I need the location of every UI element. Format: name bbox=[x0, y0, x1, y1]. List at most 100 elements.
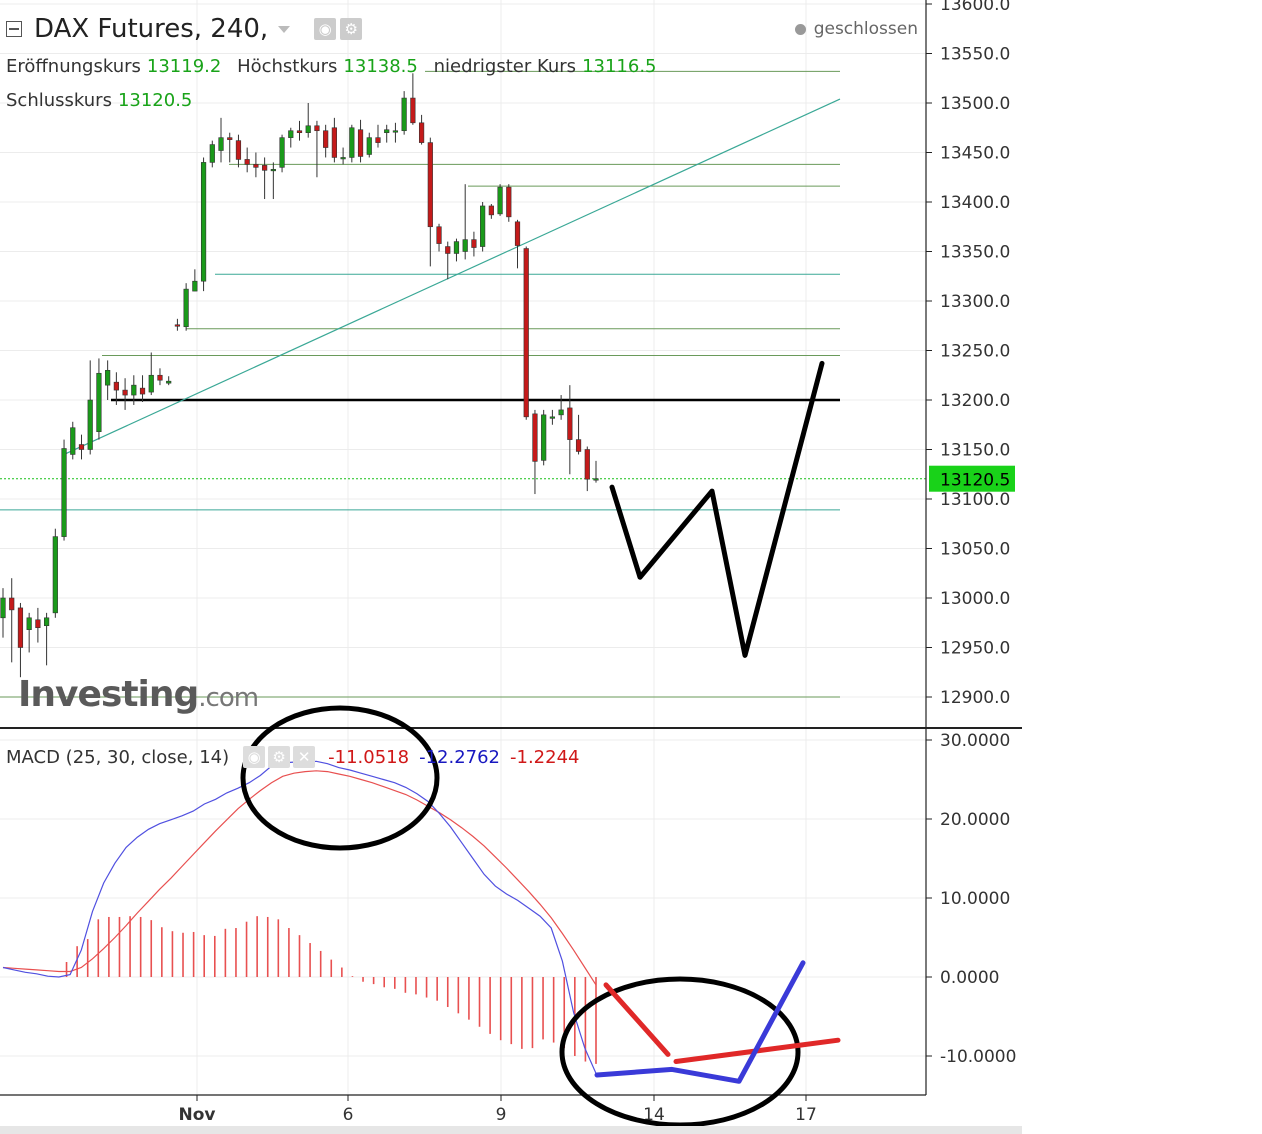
candle-body bbox=[418, 122, 425, 143]
candle-body bbox=[549, 416, 555, 419]
macd-panel bbox=[2, 760, 597, 1074]
y-tick-label: 10.0000 bbox=[940, 889, 1010, 909]
candle-body bbox=[0, 597, 6, 619]
drawn-blue-line bbox=[594, 960, 806, 1084]
y-tick-label: 13450.0 bbox=[940, 144, 1010, 164]
annotations bbox=[240, 360, 841, 1128]
candle-body bbox=[305, 125, 311, 133]
candle-body bbox=[166, 380, 172, 384]
candle-body bbox=[131, 384, 137, 396]
last-price-tag bbox=[929, 465, 1015, 492]
close-icon[interactable]: ✕ bbox=[293, 746, 316, 768]
ohlc-row-2: Schlusskurs 13120.5 bbox=[6, 90, 202, 111]
candle-body bbox=[323, 130, 329, 148]
collapse-icon[interactable] bbox=[6, 21, 22, 37]
close-value: 13120.5 bbox=[117, 90, 193, 111]
trend-line bbox=[63, 98, 841, 455]
candle-body bbox=[480, 205, 486, 247]
candle-body bbox=[209, 144, 215, 163]
y-tick-label: 20.0000 bbox=[940, 810, 1010, 830]
candle-body bbox=[78, 444, 85, 450]
gear-icon[interactable]: ⚙ bbox=[268, 746, 291, 768]
candle-body bbox=[410, 97, 416, 124]
candle-body bbox=[288, 130, 294, 138]
open-value: 13119.2 bbox=[146, 56, 222, 77]
candle-body bbox=[227, 137, 233, 140]
y-tick-label: 13050.0 bbox=[940, 540, 1010, 560]
candle-body bbox=[331, 127, 337, 158]
chart-title-row: DAX Futures, 240, ◉ ⚙ bbox=[6, 14, 366, 44]
candle-body bbox=[567, 407, 573, 440]
chevron-down-icon[interactable] bbox=[278, 25, 291, 33]
grid-lines bbox=[0, 0, 926, 1095]
macd-label: MACD (25, 30, close, 14) bbox=[6, 746, 230, 768]
candle-body bbox=[514, 221, 521, 246]
candle-body bbox=[122, 389, 128, 396]
candle-body bbox=[558, 409, 564, 416]
y-tick-label: 13300.0 bbox=[940, 292, 1010, 312]
x-tick-label: Nov bbox=[179, 1105, 216, 1125]
candle-body bbox=[105, 369, 111, 386]
candle-body bbox=[279, 137, 285, 168]
y-tick-label: 13250.0 bbox=[940, 342, 1010, 362]
candle-body bbox=[218, 137, 224, 151]
scrollbar-track[interactable] bbox=[0, 1126, 1022, 1134]
y-tick-label: 13150.0 bbox=[940, 441, 1010, 461]
candle-body bbox=[70, 427, 76, 455]
market-status: geschlossen bbox=[794, 19, 918, 39]
candle-body bbox=[296, 130, 303, 134]
y-tick-label: 13600.0 bbox=[940, 0, 1010, 15]
x-tick-label: 6 bbox=[343, 1105, 354, 1125]
candle-body bbox=[174, 324, 181, 327]
candle-body bbox=[401, 97, 407, 132]
candle-body bbox=[139, 387, 146, 395]
candle-body bbox=[584, 449, 590, 480]
logo-suffix: .com bbox=[198, 683, 259, 713]
eye-icon[interactable]: ◉ bbox=[314, 18, 337, 40]
y-tick-label: -10.0000 bbox=[940, 1047, 1016, 1067]
signal-line bbox=[2, 770, 597, 986]
candle-body bbox=[506, 186, 512, 218]
candle-body bbox=[113, 381, 119, 391]
y-tick-label: 13400.0 bbox=[940, 193, 1010, 213]
y-tick-label: 13000.0 bbox=[940, 589, 1010, 609]
candle-body bbox=[235, 140, 242, 160]
candle-body bbox=[183, 288, 189, 328]
candle-body bbox=[44, 617, 50, 627]
candle-body bbox=[200, 162, 207, 282]
candle-body bbox=[262, 165, 268, 171]
y-tick-label: 13200.0 bbox=[940, 391, 1010, 411]
logo-brand: Investing bbox=[18, 674, 199, 715]
x-tick-label: 17 bbox=[795, 1105, 817, 1125]
high-label: Höchstkurs bbox=[237, 56, 338, 77]
candle-body bbox=[17, 607, 24, 648]
candle-body bbox=[314, 125, 320, 132]
candle-body bbox=[392, 130, 399, 133]
candle-body bbox=[541, 414, 547, 461]
candle-body bbox=[375, 137, 381, 143]
macd-header: MACD (25, 30, close, 14) ◉ ⚙ ✕ -11.0518 … bbox=[6, 746, 580, 768]
open-label: Eröffnungskurs bbox=[6, 56, 141, 77]
drawn-red-line bbox=[603, 982, 671, 1057]
macd-value-3: -1.2244 bbox=[510, 746, 580, 768]
low-value: 13116.5 bbox=[582, 56, 657, 77]
candle-body bbox=[253, 164, 259, 168]
eye-icon[interactable]: ◉ bbox=[243, 746, 266, 768]
candle-body bbox=[462, 239, 468, 252]
candle-body bbox=[453, 241, 460, 254]
candle-body bbox=[532, 413, 538, 462]
candlesticks bbox=[0, 73, 599, 678]
status-text: geschlossen bbox=[813, 19, 918, 39]
investing-logo: Investing.com bbox=[18, 674, 259, 715]
candle-body bbox=[244, 159, 250, 165]
last-price-label: 13120.5 bbox=[940, 471, 1010, 491]
x-tick-label: 14 bbox=[643, 1105, 665, 1125]
ohlc-row-1: Eröffnungskurs 13119.2 Höchstkurs 13138.5 … bbox=[6, 56, 667, 77]
y-tick-label: 13500.0 bbox=[940, 94, 1010, 114]
macd-value-1: -11.0518 bbox=[328, 746, 410, 768]
y-tick-label: 12950.0 bbox=[940, 639, 1010, 659]
axes: 13600.0 13550.0 13500.0 13450.0 13400.0 13350… bbox=[0, 0, 1022, 1125]
candle-body bbox=[26, 617, 32, 630]
gear-icon[interactable]: ⚙ bbox=[340, 18, 363, 40]
